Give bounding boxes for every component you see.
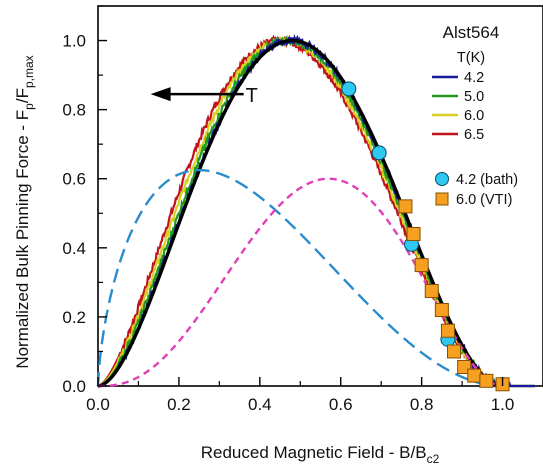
temperature-arrow-head	[150, 87, 171, 102]
y-axis-title-main: Normalized Bulk Pinning Force - F	[13, 110, 32, 369]
legend-label: 5.0	[464, 89, 484, 105]
plot-area-border	[97, 5, 543, 387]
annotation-layer: T	[150, 85, 258, 107]
component-fit-curve-1	[96, 168, 503, 388]
marker-layer	[341, 81, 510, 392]
y-axis-title: Normalized Bulk Pinning Force - Fp/Fp,ma…	[13, 55, 36, 368]
x-tick-label: 0.6	[329, 395, 353, 414]
y-tick-label: 0.4	[62, 239, 86, 258]
x-tick-label: 0.8	[410, 395, 434, 414]
legend-label: 4.2	[464, 70, 484, 86]
legend: Alst564 T(K) 4.2 5.0 6.0 6.5 4.2 (bath) 6.0 (VT…	[432, 23, 518, 208]
vti-data-point	[424, 284, 439, 298]
legend-sample-name: Alst564	[443, 23, 500, 42]
legend-label: 4.2 (bath)	[456, 172, 518, 188]
legend-label: 6.5	[464, 127, 484, 143]
vti-data-point	[414, 258, 429, 273]
x-tick-label: 0.4	[248, 395, 272, 414]
x-tick-label: 0.2	[167, 395, 191, 414]
vti-data-point	[447, 344, 461, 359]
y-tick-label: 0.2	[62, 308, 86, 327]
legend-label: 6.0	[464, 108, 484, 124]
y-tick-label: 0.6	[62, 170, 86, 189]
vti-data-point	[434, 303, 449, 317]
vti-data-point	[440, 323, 455, 338]
vti-data-point	[406, 227, 421, 241]
x-tick-label: 0.0	[86, 395, 110, 414]
legend-swatch-bath	[435, 172, 449, 186]
x-axis-title-sub: c2	[427, 452, 440, 466]
y-axis-title-mid: /F	[13, 88, 32, 103]
y-axis-title-sub2: p,max	[22, 55, 36, 88]
y-tick-label: 1.0	[62, 32, 86, 51]
y-tick-label: 0.8	[62, 101, 86, 120]
bath-data-point	[341, 81, 357, 97]
x-axis-title-main: Reduced Magnetic Field - B/B	[201, 443, 427, 462]
y-tick-label: 0.0	[62, 377, 86, 396]
ticks-layer: 0.0 0.2 0.4 0.6 0.8 1.0 0.0 0.2 0.4 0.6 0.8 1.0	[62, 5, 543, 414]
vti-data-point	[467, 368, 482, 383]
component-fit-curve-2	[98, 177, 503, 388]
y-axis-title-sub1: p	[22, 103, 36, 110]
plot-frame	[97, 5, 543, 387]
temperature-arrow-label: T	[246, 85, 258, 107]
bath-data-point	[371, 145, 387, 161]
legend-label: 6.0 (VTI)	[456, 192, 512, 208]
vti-data-point	[398, 199, 413, 214]
legend-header: T(K)	[457, 50, 485, 66]
x-axis-title: Reduced Magnetic Field - B/Bc2	[201, 443, 440, 466]
x-tick-label: 1.0	[491, 395, 515, 414]
vti-data-point	[479, 373, 494, 388]
legend-swatch-vti	[435, 192, 449, 206]
